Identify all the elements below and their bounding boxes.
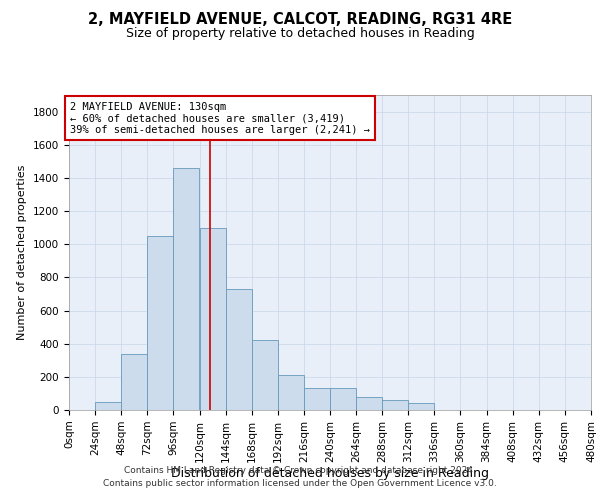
Y-axis label: Number of detached properties: Number of detached properties xyxy=(17,165,28,340)
Bar xyxy=(408,404,434,410)
Text: 2, MAYFIELD AVENUE, CALCOT, READING, RG31 4RE: 2, MAYFIELD AVENUE, CALCOT, READING, RG3… xyxy=(88,12,512,28)
Bar xyxy=(252,340,278,410)
Text: Size of property relative to detached houses in Reading: Size of property relative to detached ho… xyxy=(125,28,475,40)
Text: 2 MAYFIELD AVENUE: 130sqm
← 60% of detached houses are smaller (3,419)
39% of se: 2 MAYFIELD AVENUE: 130sqm ← 60% of detac… xyxy=(70,102,370,135)
Bar xyxy=(278,375,304,410)
Text: Contains HM Land Registry data © Crown copyright and database right 2024.
Contai: Contains HM Land Registry data © Crown c… xyxy=(103,466,497,487)
Bar xyxy=(304,388,330,410)
Bar xyxy=(382,400,409,410)
Bar xyxy=(330,388,356,410)
Bar xyxy=(173,168,199,410)
X-axis label: Distribution of detached houses by size in Reading: Distribution of detached houses by size … xyxy=(171,468,489,480)
Bar xyxy=(356,396,382,410)
Bar xyxy=(95,402,121,410)
Bar xyxy=(199,228,226,410)
Bar xyxy=(121,354,148,410)
Bar xyxy=(148,236,173,410)
Bar xyxy=(226,289,252,410)
